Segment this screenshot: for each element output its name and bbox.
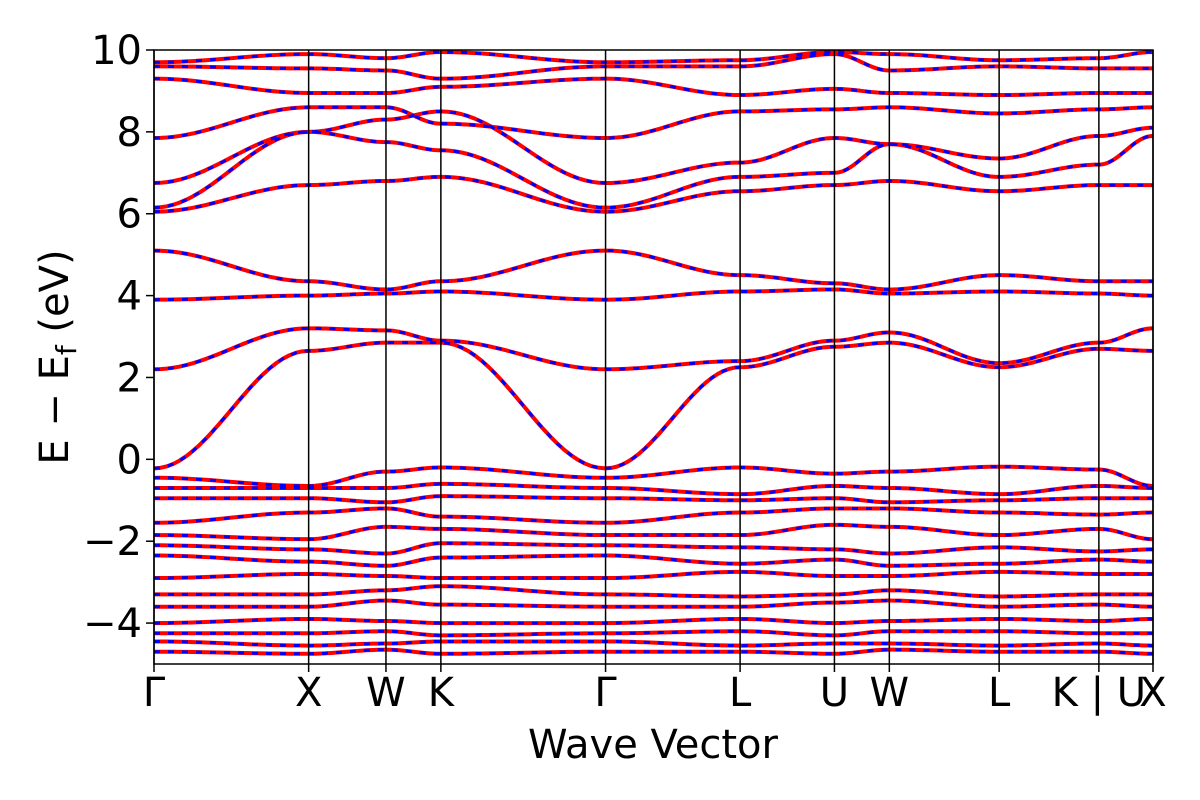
x-tick-label: X	[295, 670, 322, 716]
x-tick-label: L	[729, 670, 752, 716]
band-line	[154, 249, 1153, 291]
x-tick-label: W	[366, 670, 406, 716]
x-tick-label: U	[820, 670, 849, 716]
y-tick-label: −4	[83, 601, 142, 647]
y-axis-label: E − Ef (eV)	[32, 249, 83, 464]
y-tick-label: 4	[117, 274, 142, 320]
y-tick-label: 0	[117, 437, 142, 483]
band-line	[154, 326, 1153, 371]
x-tick-label: X	[1139, 670, 1166, 716]
x-tick-label: K | U	[1052, 670, 1146, 716]
y-axis-ticks: −4 −2 0 2 4 6 8 10	[83, 28, 154, 647]
plot-frame	[153, 49, 1154, 665]
x-tick-label: K	[428, 670, 456, 716]
y-axis-label-tail: (eV)	[32, 249, 78, 345]
band-line	[154, 52, 1153, 81]
x-tick-label: L	[988, 670, 1011, 716]
y-axis-label-lead: E − E	[32, 355, 78, 465]
y-tick-label: 2	[117, 355, 142, 401]
x-tick-label: Γ	[594, 670, 617, 716]
y-tick-label: 10	[91, 28, 142, 74]
x-tick-label: W	[870, 670, 910, 716]
x-axis-label: Wave Vector	[528, 722, 779, 768]
y-tick-label: −2	[83, 519, 142, 565]
band-line	[154, 130, 1153, 210]
y-axis-label-subscript: f	[50, 344, 83, 355]
y-tick-label: 6	[117, 192, 142, 238]
y-tick-label: 8	[117, 110, 142, 156]
x-tick-label: Γ	[143, 670, 166, 716]
